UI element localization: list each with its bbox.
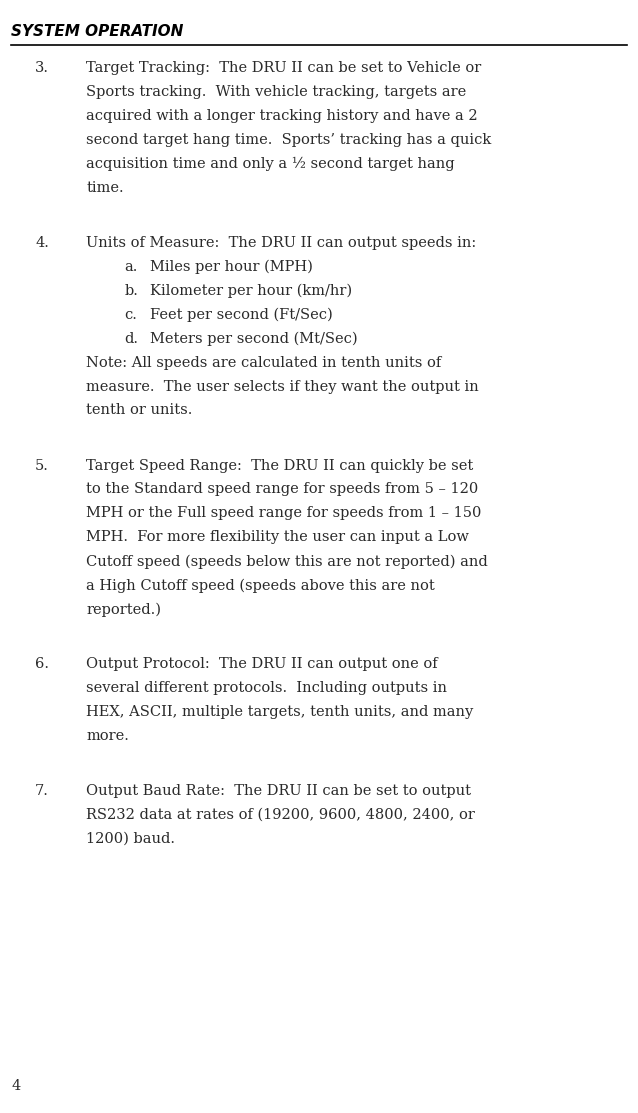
Text: several different protocols.  Including outputs in: several different protocols. Including o… — [86, 681, 447, 696]
Text: 5.: 5. — [35, 459, 49, 473]
Text: SYSTEM OPERATION: SYSTEM OPERATION — [11, 24, 184, 39]
Text: HEX, ASCII, multiple targets, tenth units, and many: HEX, ASCII, multiple targets, tenth unit… — [86, 705, 473, 719]
Text: acquisition time and only a ½ second target hang: acquisition time and only a ½ second tar… — [86, 157, 455, 171]
Text: c.: c. — [124, 307, 137, 322]
Text: 3.: 3. — [35, 61, 49, 76]
Text: Kilometer per hour (km/hr): Kilometer per hour (km/hr) — [150, 284, 352, 298]
Text: Units of Measure:  The DRU II can output speeds in:: Units of Measure: The DRU II can output … — [86, 236, 477, 250]
Text: a.: a. — [124, 259, 138, 274]
Text: Sports tracking.  With vehicle tracking, targets are: Sports tracking. With vehicle tracking, … — [86, 86, 466, 99]
Text: reported.): reported.) — [86, 602, 161, 617]
Text: measure.  The user selects if they want the output in: measure. The user selects if they want t… — [86, 380, 479, 394]
Text: 4.: 4. — [35, 236, 49, 250]
Text: Cutoff speed (speeds below this are not reported) and: Cutoff speed (speeds below this are not … — [86, 554, 488, 569]
Text: Output Baud Rate:  The DRU II can be set to output: Output Baud Rate: The DRU II can be set … — [86, 784, 471, 798]
Text: acquired with a longer tracking history and have a 2: acquired with a longer tracking history … — [86, 109, 478, 124]
Text: to the Standard speed range for speeds from 5 – 120: to the Standard speed range for speeds f… — [86, 482, 478, 496]
Text: Meters per second (Mt/Sec): Meters per second (Mt/Sec) — [150, 332, 357, 346]
Text: Miles per hour (MPH): Miles per hour (MPH) — [150, 259, 313, 274]
Text: RS232 data at rates of (19200, 9600, 4800, 2400, or: RS232 data at rates of (19200, 9600, 480… — [86, 808, 475, 823]
Text: time.: time. — [86, 180, 124, 195]
Text: 4: 4 — [11, 1078, 20, 1093]
Text: 7.: 7. — [35, 784, 49, 798]
Text: Target Tracking:  The DRU II can be set to Vehicle or: Target Tracking: The DRU II can be set t… — [86, 61, 482, 76]
Text: second target hang time.  Sports’ tracking has a quick: second target hang time. Sports’ trackin… — [86, 132, 491, 147]
Text: a High Cutoff speed (speeds above this are not: a High Cutoff speed (speeds above this a… — [86, 578, 435, 592]
Text: Target Speed Range:  The DRU II can quickly be set: Target Speed Range: The DRU II can quick… — [86, 459, 473, 473]
Text: b.: b. — [124, 284, 138, 298]
Text: tenth or units.: tenth or units. — [86, 403, 193, 417]
Text: MPH or the Full speed range for speeds from 1 – 150: MPH or the Full speed range for speeds f… — [86, 506, 482, 521]
Text: Note: All speeds are calculated in tenth units of: Note: All speeds are calculated in tenth… — [86, 355, 441, 370]
Text: 6.: 6. — [35, 657, 49, 671]
Text: MPH.  For more flexibility the user can input a Low: MPH. For more flexibility the user can i… — [86, 530, 469, 544]
Text: Output Protocol:  The DRU II can output one of: Output Protocol: The DRU II can output o… — [86, 657, 438, 671]
Text: more.: more. — [86, 729, 129, 743]
Text: 1200) baud.: 1200) baud. — [86, 831, 175, 846]
Text: d.: d. — [124, 332, 138, 346]
Text: Feet per second (Ft/Sec): Feet per second (Ft/Sec) — [150, 307, 332, 322]
